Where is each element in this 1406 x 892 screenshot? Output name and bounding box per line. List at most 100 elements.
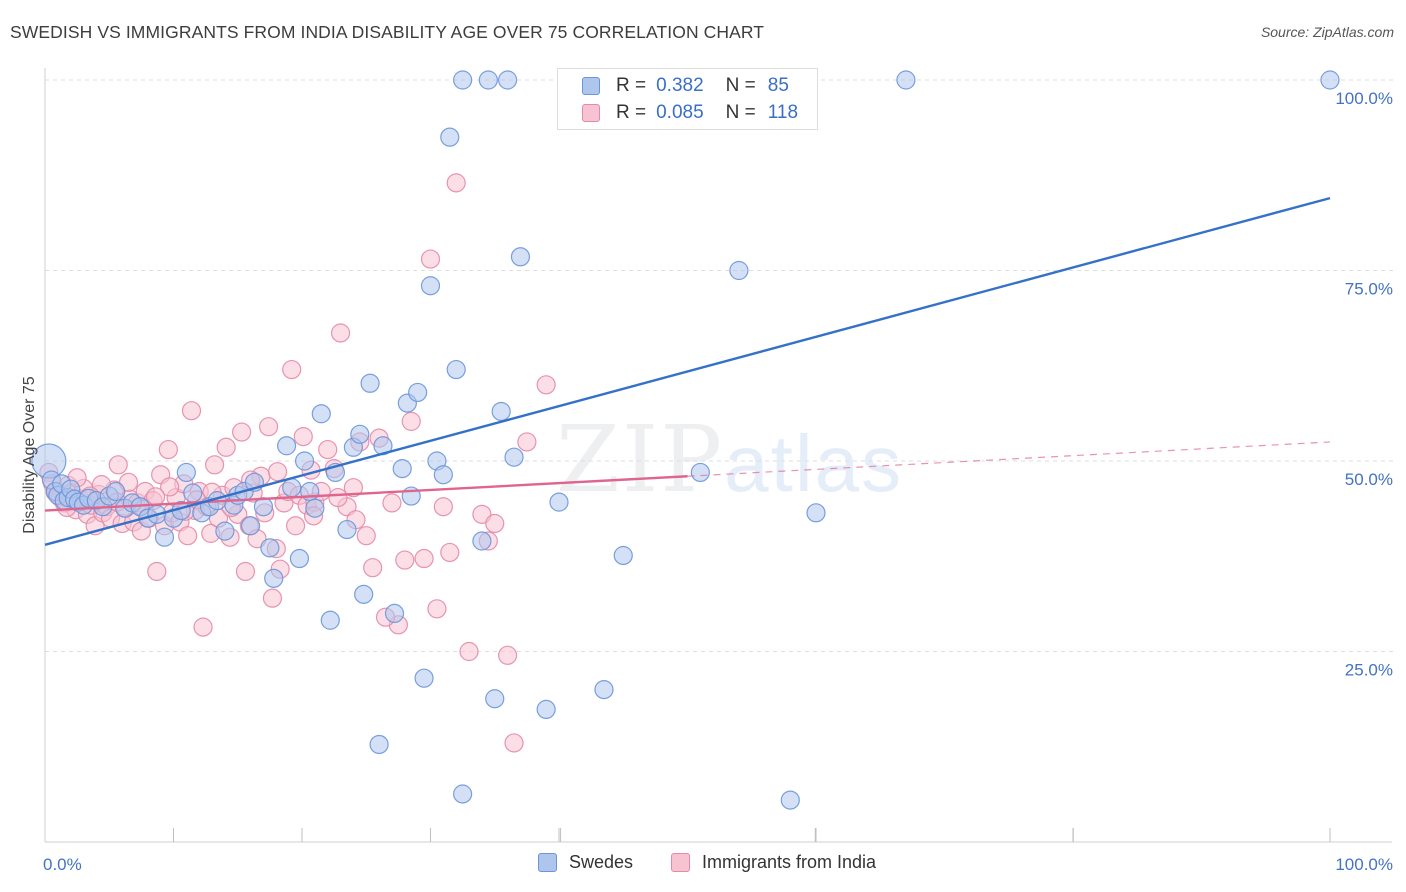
- y-tick-label: 25.0%: [1345, 661, 1393, 680]
- data-point: [253, 497, 274, 517]
- legend-n-value: 85: [767, 75, 789, 96]
- data-point: [433, 497, 453, 517]
- y-tick-label: 75.0%: [1345, 280, 1393, 299]
- data-point: [369, 734, 389, 755]
- data-point: [183, 483, 203, 503]
- data-point: [363, 558, 383, 578]
- data-point: [498, 645, 518, 665]
- chart-source: Source: ZipAtlas.com: [1260, 24, 1394, 40]
- data-point: [158, 439, 178, 460]
- data-point: [536, 375, 556, 395]
- data-point: [311, 404, 331, 424]
- legend-swatch-india: [671, 853, 690, 872]
- data-point: [806, 503, 826, 523]
- data-point: [293, 427, 313, 447]
- data-point: [395, 550, 415, 570]
- data-point: [235, 561, 256, 582]
- data-point: [276, 436, 297, 456]
- legend-n-label: N =: [725, 102, 756, 123]
- data-point: [108, 455, 128, 475]
- data-point: [330, 323, 351, 343]
- legend-n-value: 118: [767, 102, 799, 123]
- data-point: [420, 276, 441, 296]
- data-point: [205, 455, 225, 475]
- data-point: [414, 548, 434, 569]
- watermark-zip: ZIP: [556, 406, 725, 513]
- data-point: [215, 521, 235, 541]
- data-point: [328, 487, 348, 508]
- data-point: [453, 784, 473, 804]
- data-point: [356, 526, 376, 546]
- data-point: [382, 493, 402, 513]
- data-point: [504, 447, 524, 467]
- chart-title: SWEDISH VS IMMIGRANTS FROM INDIA DISABIL…: [10, 22, 765, 42]
- data-point: [491, 401, 511, 422]
- data-point: [147, 561, 167, 582]
- data-point: [459, 641, 479, 662]
- swedes-trend-line: [44, 196, 1331, 546]
- data-point: [262, 588, 283, 608]
- data-point: [446, 173, 466, 193]
- data-point: [392, 459, 412, 479]
- legend-row-swedes: R = 0.382 N = 85: [616, 73, 789, 99]
- data-point: [282, 478, 302, 498]
- watermark-atlas: atlas: [724, 419, 904, 508]
- data-point: [320, 610, 340, 630]
- data-point: [549, 492, 569, 512]
- data-point: [896, 70, 916, 90]
- data-point: [154, 527, 175, 547]
- data-point: [337, 519, 357, 540]
- data-point: [453, 70, 473, 90]
- data-point: [427, 599, 447, 619]
- data-point: [498, 70, 518, 90]
- data-point: [258, 417, 279, 437]
- data-point: [408, 382, 428, 403]
- legend-label-swedes: Swedes: [569, 852, 634, 872]
- watermark: ZIPatlas: [556, 406, 903, 513]
- data-point: [267, 462, 288, 482]
- data-point: [285, 516, 306, 536]
- data-point: [318, 439, 338, 460]
- legend-item-swedes: Swedes: [538, 852, 633, 873]
- data-point: [294, 451, 315, 471]
- data-point: [384, 603, 405, 624]
- trend-lines: [44, 196, 1331, 546]
- data-point: [1320, 70, 1340, 90]
- x-tick-label: 100.0%: [1335, 855, 1393, 874]
- data-point: [690, 462, 710, 483]
- legend-swatch-swedes: [538, 853, 557, 872]
- x-tick-label: 0.0%: [43, 855, 82, 874]
- legend-n-label: N =: [725, 75, 756, 96]
- data-point: [401, 411, 421, 431]
- data-point: [414, 668, 434, 688]
- data-point: [216, 437, 236, 457]
- data-point: [420, 249, 441, 269]
- data-point: [472, 531, 492, 551]
- legend-swatch-swedes: [582, 77, 600, 95]
- legend-item-india: Immigrants from India: [671, 852, 876, 873]
- legend-r-value: 0.382: [656, 75, 704, 96]
- data-point: [729, 260, 749, 281]
- data-point: [350, 424, 370, 444]
- data-point: [504, 733, 524, 753]
- axes: [44, 68, 1392, 843]
- y-tick-label: 100.0%: [1335, 89, 1393, 108]
- data-point: [485, 513, 505, 534]
- data-point: [241, 516, 261, 536]
- data-point: [264, 568, 284, 588]
- data-point: [193, 617, 213, 637]
- legend-r-label: R =: [616, 75, 647, 96]
- data-point: [510, 247, 531, 267]
- data-point: [440, 542, 460, 563]
- data-point: [440, 127, 460, 147]
- data-point: [343, 478, 363, 498]
- data-point: [433, 465, 453, 485]
- data-point: [282, 359, 302, 380]
- correlation-legend: R = 0.382 N = 85 R = 0.085 N = 118: [557, 68, 818, 130]
- data-point: [536, 699, 556, 720]
- data-point: [232, 422, 252, 442]
- data-point: [178, 526, 198, 546]
- data-point: [354, 584, 374, 604]
- data-point: [594, 679, 614, 700]
